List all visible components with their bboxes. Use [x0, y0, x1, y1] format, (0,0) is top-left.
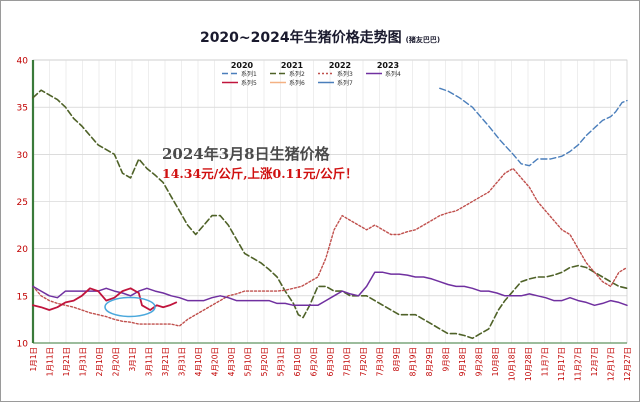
x-tick-label: 4月20日 — [211, 347, 220, 376]
y-tick-label: 10 — [17, 340, 29, 350]
x-tick-label: 8月29日 — [425, 347, 434, 376]
y-tick-label: 40 — [17, 57, 29, 67]
x-tick-label: 9月18日 — [458, 347, 467, 376]
x-tick-label: 4月30日 — [227, 347, 236, 376]
x-tick-label: 3月21日 — [161, 347, 170, 376]
series-line-系列2 — [32, 89, 628, 340]
x-tick-label: 11月27日 — [574, 347, 583, 381]
legend-entry-label: 系列7 — [337, 79, 353, 87]
x-tick-label: 7月30日 — [376, 347, 385, 376]
series-line-系列1 — [439, 87, 628, 167]
x-tick-label: 3月31日 — [178, 347, 187, 376]
x-tick-label: 5月31日 — [277, 347, 286, 376]
series-line-系列4 — [32, 271, 628, 307]
legend-year-label: 2023 — [377, 61, 399, 70]
x-tick-label: 5月20日 — [260, 347, 269, 376]
y-tick-label: 35 — [17, 104, 28, 114]
x-tick-label: 6月30日 — [326, 347, 335, 376]
chart-title: 2020~2024年生猪价格走势图 (猪友巴巴) — [1, 27, 639, 47]
x-tick-label: 11月7日 — [541, 347, 550, 376]
legend-entry-label: 系列3 — [337, 70, 353, 78]
legend-year-label: 2021 — [281, 61, 304, 70]
x-tick-label: 10月8日 — [491, 347, 500, 376]
x-tick-label: 12月27日 — [623, 347, 632, 381]
x-tick-label: 2月20日 — [112, 347, 121, 376]
x-tick-label: 10月28日 — [524, 347, 533, 381]
chart-title-tag: (猪友巴巴) — [405, 36, 441, 44]
annotation-detail: 14.34元/公斤,上涨0.11元/公斤！ — [162, 166, 358, 181]
x-tick-label: 3月1日 — [128, 347, 137, 372]
x-tick-label: 12月7日 — [590, 347, 599, 376]
legend-year-label: 2020 — [231, 61, 254, 70]
y-tick-label: 30 — [17, 151, 29, 161]
x-tick-label: 1月21日 — [62, 347, 71, 376]
x-tick-label: 6月10日 — [293, 347, 302, 376]
x-tick-label: 1月1日 — [29, 347, 38, 372]
x-tick-label: 5月10日 — [244, 347, 253, 376]
chart-title-text: 2020~2024年生猪价格走势图 — [199, 30, 402, 46]
highlight-ellipse — [104, 296, 156, 318]
y-tick-label: 20 — [17, 245, 29, 255]
x-tick-label: 8月9日 — [392, 347, 401, 372]
y-tick-label: 15 — [17, 292, 28, 302]
x-tick-label: 6月20日 — [310, 347, 319, 376]
legend-entry-label: 系列1 — [241, 70, 257, 78]
legend-entry-label: 系列2 — [289, 70, 305, 78]
x-tick-label: 7月10日 — [343, 347, 352, 376]
x-tick-label: 2月10日 — [95, 347, 104, 376]
x-tick-label: 12月17日 — [607, 347, 616, 381]
y-tick-label: 25 — [17, 198, 28, 208]
series-line-系列3 — [32, 167, 628, 327]
x-tick-label: 1月11日 — [46, 347, 55, 376]
x-tick-label: 11月17日 — [557, 347, 566, 381]
x-tick-label: 10月18日 — [508, 347, 517, 381]
x-tick-label: 3月11日 — [145, 347, 154, 376]
x-tick-label: 1月31日 — [79, 347, 88, 376]
x-tick-label: 4月10日 — [194, 347, 203, 376]
legend-entry-label: 系列4 — [385, 70, 401, 78]
legend-entry-label: 系列5 — [241, 79, 257, 87]
x-tick-label: 8月19日 — [409, 347, 418, 376]
legend-year-label: 2022 — [329, 61, 351, 70]
x-tick-label: 9月28日 — [475, 347, 484, 376]
annotation-headline: 2024年3月8日生猪价格 — [162, 145, 331, 163]
legend-entry-label: 系列6 — [289, 79, 305, 87]
x-tick-label: 9月8日 — [442, 347, 451, 372]
x-tick-label: 7月20日 — [359, 347, 368, 376]
